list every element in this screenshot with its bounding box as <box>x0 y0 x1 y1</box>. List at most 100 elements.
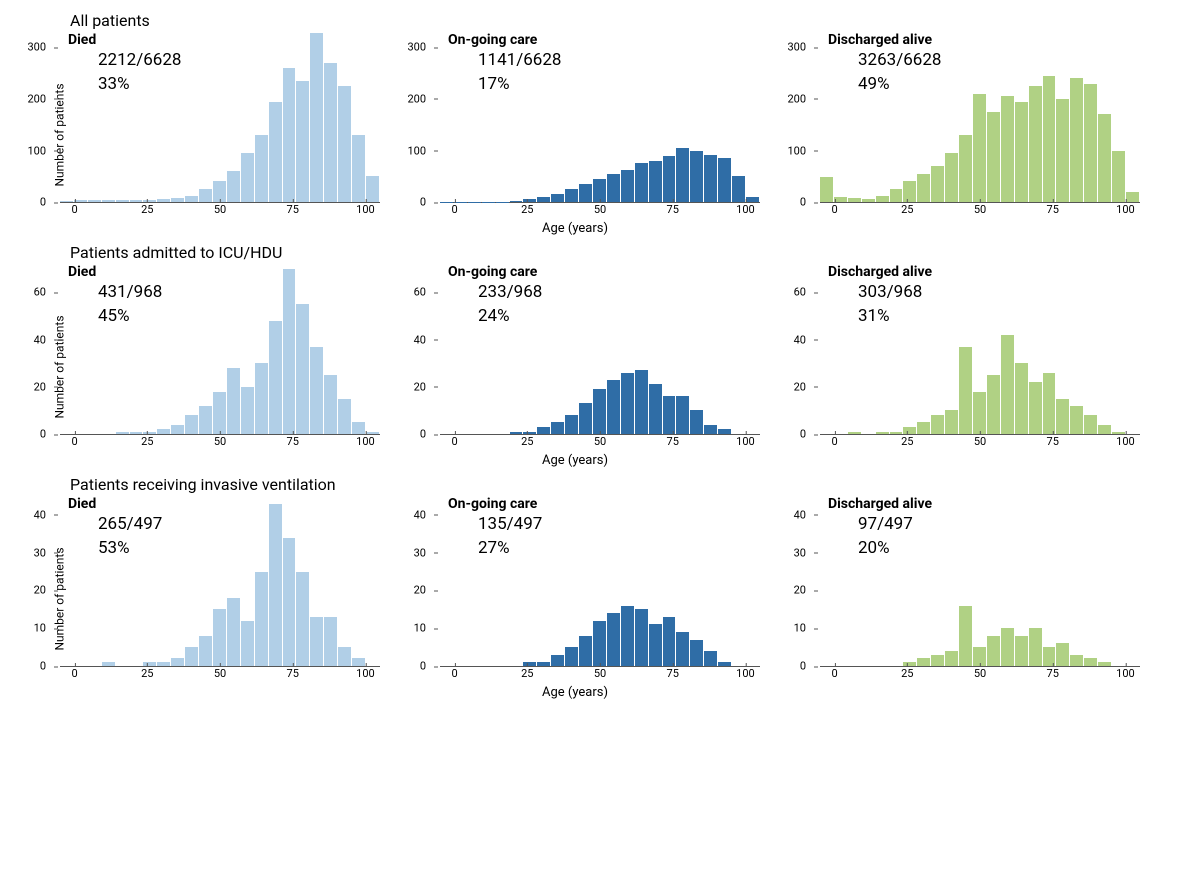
y-tick: 200 <box>787 92 812 105</box>
panel-fraction: 431/968 <box>98 282 162 302</box>
histogram-bar <box>945 410 958 434</box>
x-ticks: 0255075100 <box>820 203 1140 219</box>
y-tick: 100 <box>27 144 52 157</box>
histogram-bar <box>862 199 875 202</box>
histogram-bar <box>903 181 916 202</box>
histogram-bar <box>171 425 184 434</box>
histogram-bar <box>732 176 745 202</box>
panel-subtitle: Discharged alive <box>828 264 932 280</box>
histogram-bar <box>130 432 143 434</box>
panel-fraction: 1141/6628 <box>478 50 561 70</box>
x-tick: 0 <box>71 667 77 680</box>
x-tick: 100 <box>356 667 375 680</box>
histogram-bar <box>959 606 972 666</box>
y-tick: 20 <box>34 584 52 597</box>
x-tick: 100 <box>1116 203 1135 216</box>
panel-subtitle: Discharged alive <box>828 32 941 48</box>
y-tick: 20 <box>34 380 52 393</box>
histogram-bar <box>227 171 240 202</box>
histogram-bar <box>352 422 365 434</box>
histogram-bar <box>565 415 578 434</box>
histogram-bar <box>959 347 972 434</box>
row-title: Patients admitted to ICU/HDU <box>70 243 1190 262</box>
histogram-bar <box>102 662 115 666</box>
panel-percent: 49% <box>858 74 941 94</box>
histogram-panel: Died2212/662833%Number of patients010020… <box>10 32 380 237</box>
panel-annotation: Discharged alive3263/662849% <box>828 32 941 94</box>
panel-fraction: 265/497 <box>98 514 162 534</box>
histogram-bar <box>1029 382 1042 434</box>
histogram-bar <box>143 432 156 434</box>
y-tick: 0 <box>800 428 812 441</box>
histogram-bar <box>635 370 648 434</box>
panel-percent: 33% <box>98 74 181 94</box>
histogram-bar <box>1112 432 1125 434</box>
x-ticks: 0255075100 <box>440 203 760 219</box>
histogram-bar <box>607 174 620 202</box>
histogram-bar <box>1070 78 1083 202</box>
histogram-bar <box>663 396 676 434</box>
histogram-bar <box>454 202 467 203</box>
y-tick: 20 <box>794 584 812 597</box>
histogram-bar <box>102 200 115 202</box>
histogram-bar <box>510 432 523 434</box>
histogram-bar <box>635 163 648 202</box>
panel-fraction: 2212/6628 <box>98 50 181 70</box>
x-tick: 0 <box>831 667 837 680</box>
histogram-bar <box>690 410 703 434</box>
histogram-bar <box>60 201 73 202</box>
histogram-bar <box>1029 86 1042 202</box>
x-tick: 75 <box>287 667 299 680</box>
y-tick: 40 <box>794 508 812 521</box>
histogram-bar <box>227 598 240 666</box>
histogram-bar <box>255 135 268 202</box>
x-ticks: 0255075100 <box>820 435 1140 451</box>
histogram-bar <box>1056 399 1069 434</box>
x-tick: 50 <box>214 435 226 448</box>
histogram-bar <box>718 662 731 666</box>
panel-subtitle: Died <box>68 264 162 280</box>
x-tick: 75 <box>1047 203 1059 216</box>
panel-fraction: 233/968 <box>478 282 542 302</box>
y-tick: 40 <box>414 508 432 521</box>
histogram-bar <box>1056 99 1069 202</box>
histogram-bar <box>296 304 309 434</box>
histogram-bar <box>366 176 379 202</box>
y-tick: 30 <box>794 546 812 559</box>
histogram-bar <box>704 651 717 666</box>
x-tick: 25 <box>521 435 533 448</box>
y-tick: 0 <box>420 428 432 441</box>
histogram-bar <box>255 363 268 434</box>
histogram-bar <box>1084 84 1097 202</box>
histogram-bar <box>1098 425 1111 434</box>
histogram-bar <box>185 647 198 666</box>
histogram-bar <box>338 647 351 666</box>
histogram-bar <box>241 387 254 434</box>
x-tick: 50 <box>214 667 226 680</box>
histogram-bar <box>1029 628 1042 666</box>
x-tick: 0 <box>71 435 77 448</box>
x-tick: 50 <box>594 667 606 680</box>
histogram-panel: On-going care233/96824%02040600255075100… <box>390 264 760 469</box>
histogram-bar <box>1098 662 1111 666</box>
histogram-bar <box>283 538 296 666</box>
histogram-bar <box>663 156 676 202</box>
histogram-bar <box>324 63 337 202</box>
histogram-bar <box>213 392 226 435</box>
x-ticks: 0255075100 <box>440 667 760 683</box>
histogram-bar <box>352 135 365 202</box>
panel-row: Died431/96845%Number of patients02040600… <box>10 264 1190 469</box>
histogram-bar <box>917 422 930 434</box>
histogram-bar <box>199 406 212 434</box>
y-tick: 0 <box>420 196 432 209</box>
histogram-bar <box>746 197 759 202</box>
histogram-bar <box>1084 415 1097 434</box>
x-tick: 25 <box>141 667 153 680</box>
histogram-bar <box>579 636 592 666</box>
histogram-bar <box>663 617 676 666</box>
histogram-bar <box>496 202 509 203</box>
y-tick: 40 <box>34 333 52 346</box>
x-tick: 0 <box>451 203 457 216</box>
histogram-bar <box>440 202 453 203</box>
histogram-bar <box>676 396 689 434</box>
